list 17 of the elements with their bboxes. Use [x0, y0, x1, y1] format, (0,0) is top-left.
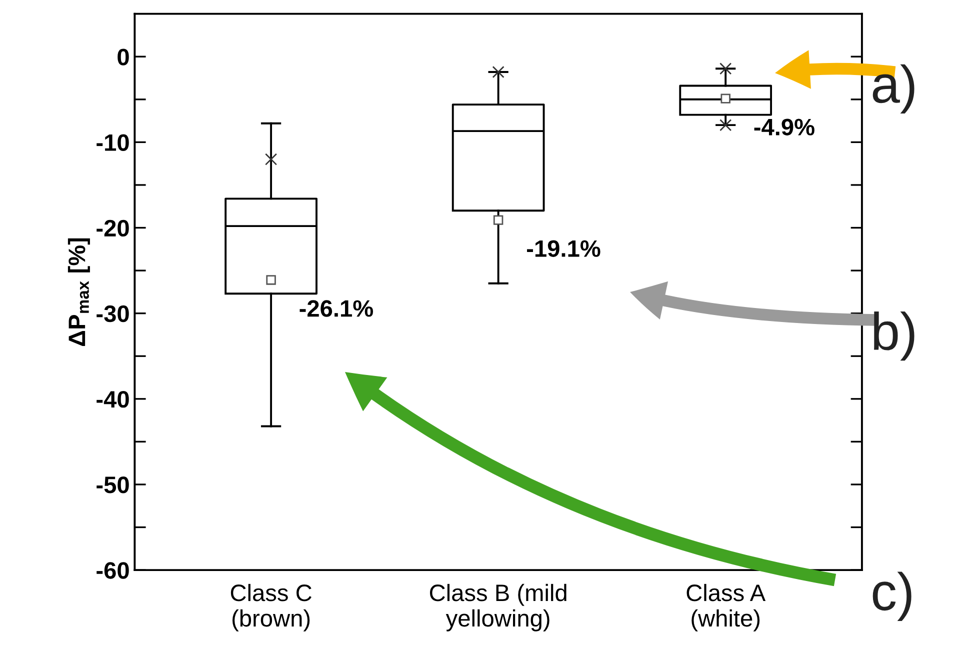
- y-tick-label: -30: [96, 305, 129, 322]
- x-tick-label: Class A (white): [686, 584, 766, 632]
- y-axis-title: ΔP$_{max}$ [%]: [68, 238, 90, 346]
- annotation: -19.1%: [527, 240, 600, 257]
- x-tick-label: Class C (brown): [230, 584, 312, 632]
- annotation: -4.9%: [754, 118, 814, 136]
- y-tick-label: -40: [96, 390, 129, 408]
- text: b): [874, 311, 914, 361]
- x-tick-label: Class B (mild yellowing): [430, 584, 566, 632]
- annotation: -26.1%: [300, 300, 374, 317]
- text: a): [872, 64, 914, 114]
- y-tick-label: -10: [96, 134, 129, 151]
- y-tick-label: -50: [96, 476, 129, 494]
- y-tick-label: 0: [118, 48, 129, 66]
- y-tick-label: -20: [96, 220, 129, 237]
- text: c): [872, 572, 912, 621]
- y-tick-label: -60: [96, 562, 129, 579]
